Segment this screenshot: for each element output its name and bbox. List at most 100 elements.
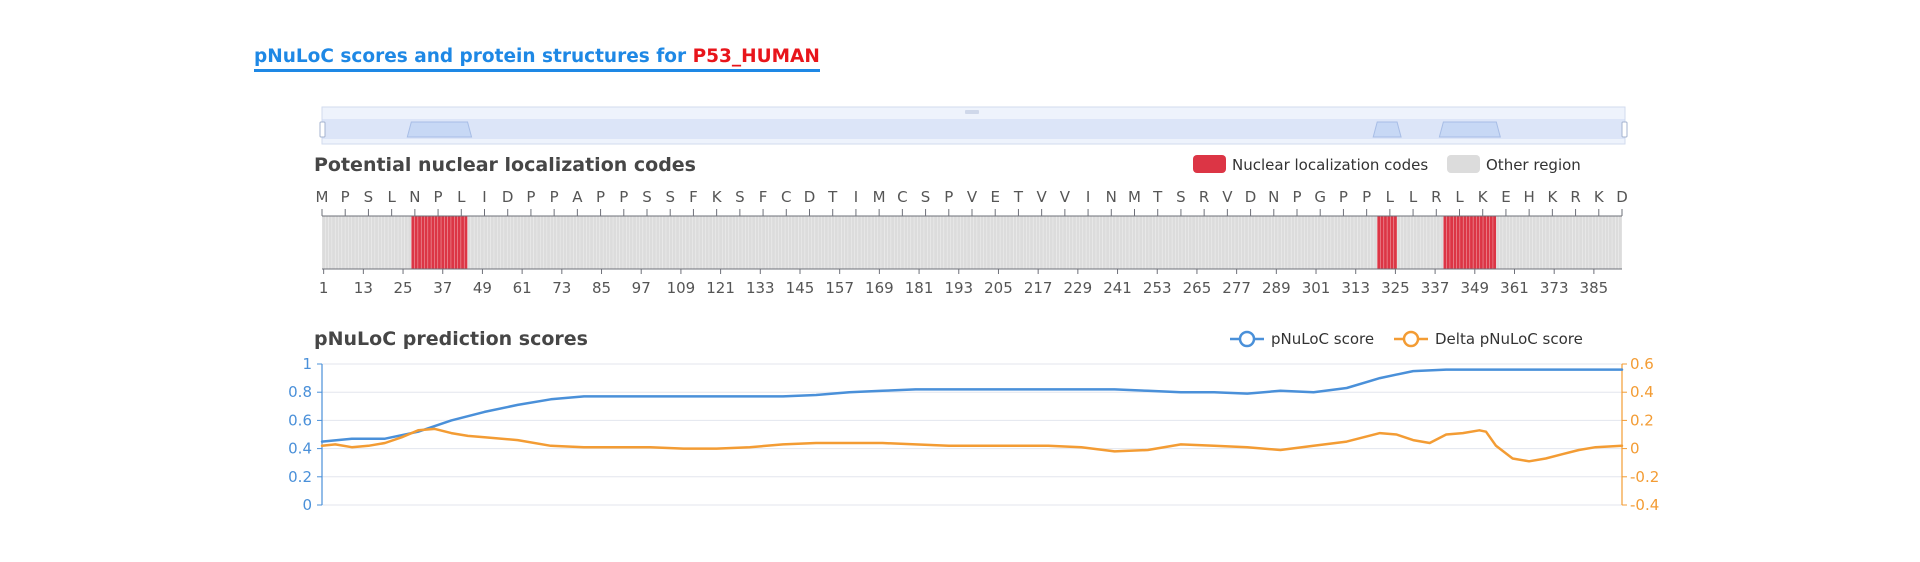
residue-cell: [688, 215, 693, 270]
residue-cell: [665, 215, 670, 270]
sequence-letter-label: S: [921, 188, 931, 206]
residue-cell: [1155, 215, 1160, 270]
residue-cell: [1092, 215, 1097, 270]
y-right-tick-label: 0.2: [1630, 411, 1654, 429]
sequence-letter-label: L: [457, 188, 466, 206]
residue-cell: [424, 215, 429, 270]
y-right-tick-label: 0.4: [1630, 383, 1654, 401]
residue-cell: [698, 215, 703, 270]
y-right-tick-label: -0.4: [1630, 496, 1659, 514]
residue-cell: [801, 215, 806, 270]
residue-cell: [973, 215, 978, 270]
residue-cell: [731, 215, 736, 270]
residue-cell: [1618, 215, 1623, 270]
sequence-letter-label: P: [434, 188, 443, 206]
residue-cell: [669, 215, 673, 270]
residue-cell: [1466, 215, 1471, 270]
position-tick-label: 133: [746, 279, 775, 297]
residue-cell: [1489, 215, 1494, 270]
residue-cell: [817, 215, 822, 270]
residue-cell: [930, 215, 935, 270]
residue-cell: [1591, 215, 1596, 270]
residue-cell: [450, 215, 455, 270]
residue-cell: [394, 215, 399, 270]
residue-cell: [1075, 215, 1080, 270]
residue-cell: [1237, 215, 1242, 270]
residue-cell: [334, 215, 339, 270]
score-series: [320, 368, 1624, 463]
residue-cell: [543, 215, 548, 270]
legend-label-nls[interactable]: Nuclear localization codes: [1232, 156, 1428, 174]
residue-cell: [1578, 215, 1583, 270]
residue-cell: [414, 215, 419, 270]
residue-cell: [652, 215, 657, 270]
residue-cell: [470, 215, 475, 270]
residue-cell: [738, 215, 743, 270]
residue-cell: [1231, 215, 1236, 270]
residue-cell: [735, 215, 740, 270]
residue-cell: [1542, 215, 1547, 270]
zoom-slider[interactable]: [319, 106, 1628, 145]
residue-cell: [976, 215, 981, 270]
legend-swatch-other[interactable]: [1447, 155, 1480, 173]
residue-cell: [463, 215, 468, 270]
residue-cell: [1396, 215, 1401, 270]
residue-cell: [1519, 215, 1524, 270]
residue-cell: [1241, 215, 1246, 270]
residue-cell: [569, 215, 574, 270]
zoom-slider-selection[interactable]: [322, 119, 1625, 139]
residue-cell: [526, 215, 531, 270]
protein-name[interactable]: P53_HUMAN: [692, 46, 820, 67]
position-tick-label: 301: [1302, 279, 1331, 297]
sequence-letter-label: I: [482, 188, 486, 206]
residue-cell: [764, 215, 769, 270]
sequence-letter-label: I: [1086, 188, 1090, 206]
residue-cell: [1211, 215, 1216, 270]
residue-cell: [1118, 215, 1123, 270]
residue-cell: [751, 215, 756, 270]
legend-item-pnuloc[interactable]: pNuLoC score: [1230, 330, 1374, 348]
sequence-letter-label: V: [1037, 188, 1048, 206]
residue-cell: [927, 215, 931, 270]
residue-cell: [387, 215, 392, 270]
residue-cell: [626, 215, 630, 270]
residue-cell: [1168, 215, 1173, 270]
legend-label-other[interactable]: Other region: [1486, 156, 1581, 174]
position-tick-label: 349: [1460, 279, 1489, 297]
residue-cell: [854, 215, 859, 270]
residue-cell: [979, 215, 984, 270]
residue-cell: [401, 215, 406, 270]
sequence-letter-label: F: [689, 188, 698, 206]
position-tick-label: 109: [667, 279, 696, 297]
residue-cell: [341, 215, 346, 270]
sequence-letter-label: S: [665, 188, 675, 206]
residue-cell: [487, 215, 492, 270]
residue-cell: [497, 215, 501, 270]
residue-cell: [1479, 215, 1484, 270]
legend-item-delta[interactable]: Delta pNuLoC score: [1394, 330, 1583, 348]
residue-cell: [718, 215, 723, 270]
sequence-letter-label: M: [1128, 188, 1141, 206]
residue-cell: [1525, 215, 1530, 270]
legend-swatch-nls[interactable]: [1193, 155, 1226, 173]
y-right-tick-label: 0: [1630, 440, 1640, 458]
zoom-drag-handle[interactable]: [965, 110, 979, 114]
residue-cell: [563, 215, 568, 270]
residue-cell: [1145, 215, 1150, 270]
residue-cell: [989, 215, 994, 270]
zoom-handle-left[interactable]: [319, 121, 326, 138]
residue-cell: [870, 215, 875, 270]
residue-cell: [1089, 215, 1094, 270]
residue-cell: [553, 215, 558, 270]
residue-cell: [642, 215, 647, 270]
residue-cell: [1588, 215, 1593, 270]
residue-cell: [887, 215, 892, 270]
position-tick-label: 229: [1064, 279, 1093, 297]
residue-cell: [430, 215, 435, 270]
residue-cell: [963, 215, 968, 270]
residue-cell: [622, 215, 627, 270]
sequence-letter-label: V: [967, 188, 978, 206]
zoom-handle-right[interactable]: [1621, 121, 1628, 138]
residue-cell: [966, 215, 971, 270]
residue-cell: [381, 215, 386, 270]
